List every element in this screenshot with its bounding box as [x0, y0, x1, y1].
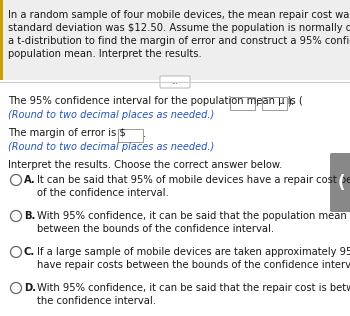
Text: The margin of error is $: The margin of error is $ — [8, 128, 126, 138]
Text: With 95% confidence, it can be said that the population mean repair cost is: With 95% confidence, it can be said that… — [37, 211, 350, 221]
Text: .: . — [143, 129, 146, 139]
FancyBboxPatch shape — [230, 96, 254, 110]
Text: ).: ). — [287, 97, 294, 107]
FancyBboxPatch shape — [160, 76, 190, 88]
FancyBboxPatch shape — [0, 0, 350, 80]
FancyBboxPatch shape — [261, 96, 287, 110]
Text: a t-distribution to find the margin of error and construct a 95% confidence inte: a t-distribution to find the margin of e… — [8, 36, 350, 46]
FancyBboxPatch shape — [0, 0, 3, 80]
Text: If a large sample of mobile devices are taken approximately 95% of them will: If a large sample of mobile devices are … — [37, 247, 350, 257]
Text: have repair costs between the bounds of the confidence interval.: have repair costs between the bounds of … — [37, 260, 350, 270]
Text: ,: , — [255, 97, 258, 107]
Text: ...: ... — [172, 79, 178, 85]
Text: C.: C. — [24, 247, 35, 257]
Text: In a random sample of four mobile devices, the mean repair cost was $85.00 and t: In a random sample of four mobile device… — [8, 10, 350, 20]
Text: With 95% confidence, it can be said that the repair cost is between the bounds o: With 95% confidence, it can be said that… — [37, 283, 350, 293]
Text: (Round to two decimal places as needed.): (Round to two decimal places as needed.) — [8, 110, 214, 120]
Text: It can be said that 95% of mobile devices have a repair cost between the bounds: It can be said that 95% of mobile device… — [37, 175, 350, 185]
Text: (Round to two decimal places as needed.): (Round to two decimal places as needed.) — [8, 142, 214, 152]
Text: Interpret the results. Choose the correct answer below.: Interpret the results. Choose the correc… — [8, 160, 282, 170]
Text: (: ( — [337, 173, 345, 191]
Text: the confidence interval.: the confidence interval. — [37, 296, 156, 306]
Text: standard deviation was $12.50. Assume the population is normally distributed and: standard deviation was $12.50. Assume th… — [8, 23, 350, 33]
FancyBboxPatch shape — [330, 153, 350, 212]
Text: between the bounds of the confidence interval.: between the bounds of the confidence int… — [37, 224, 274, 234]
Text: The 95% confidence interval for the population mean μ is (: The 95% confidence interval for the popu… — [8, 96, 303, 106]
Text: of the confidence interval.: of the confidence interval. — [37, 188, 169, 198]
FancyBboxPatch shape — [118, 129, 142, 142]
Text: D.: D. — [24, 283, 36, 293]
Text: population mean. Interpret the results.: population mean. Interpret the results. — [8, 49, 202, 59]
Text: B.: B. — [24, 211, 35, 221]
Text: A.: A. — [24, 175, 36, 185]
